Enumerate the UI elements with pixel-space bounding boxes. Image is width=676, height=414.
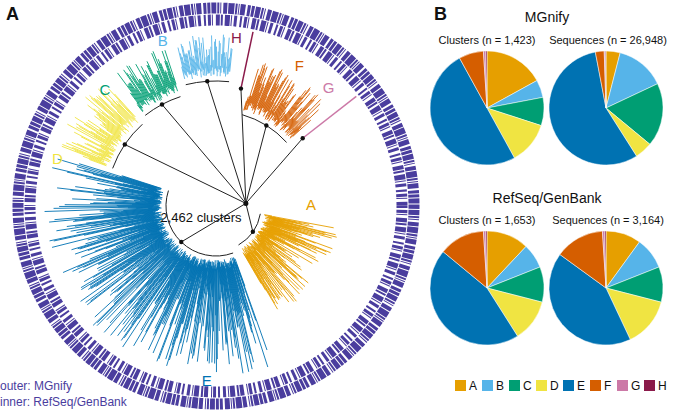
svg-text:B: B bbox=[496, 379, 504, 393]
svg-text:H: H bbox=[658, 379, 667, 393]
svg-text:C: C bbox=[523, 379, 532, 393]
svg-text:Sequences (n = 3,164): Sequences (n = 3,164) bbox=[552, 214, 664, 226]
svg-text:E: E bbox=[202, 372, 212, 389]
svg-text:2,462 clusters: 2,462 clusters bbox=[161, 210, 242, 225]
svg-text:A: A bbox=[306, 196, 316, 213]
svg-text:G: G bbox=[323, 79, 335, 96]
svg-text:F: F bbox=[295, 57, 304, 74]
svg-text:A: A bbox=[469, 379, 477, 393]
svg-text:F: F bbox=[604, 379, 611, 393]
svg-text:E: E bbox=[577, 379, 585, 393]
svg-text:G: G bbox=[631, 379, 640, 393]
svg-text:Sequences (n = 26,948): Sequences (n = 26,948) bbox=[549, 34, 667, 46]
svg-text:inner: RefSeq/GenBank: inner: RefSeq/GenBank bbox=[8, 395, 128, 409]
svg-text:Clusters (n = 1,653): Clusters (n = 1,653) bbox=[439, 214, 536, 226]
svg-text:B: B bbox=[434, 4, 447, 24]
svg-text:A: A bbox=[8, 4, 19, 24]
svg-text:RefSeq/GenBank: RefSeq/GenBank bbox=[493, 190, 603, 206]
svg-text:B: B bbox=[158, 32, 168, 49]
svg-text:MGnify: MGnify bbox=[525, 9, 569, 25]
svg-text:D: D bbox=[52, 150, 63, 167]
svg-text:H: H bbox=[231, 29, 242, 46]
svg-text:Clusters (n = 1,423): Clusters (n = 1,423) bbox=[439, 34, 536, 46]
svg-text:C: C bbox=[99, 81, 110, 98]
svg-text:outer: MGnify: outer: MGnify bbox=[8, 379, 72, 393]
svg-text:D: D bbox=[550, 379, 559, 393]
